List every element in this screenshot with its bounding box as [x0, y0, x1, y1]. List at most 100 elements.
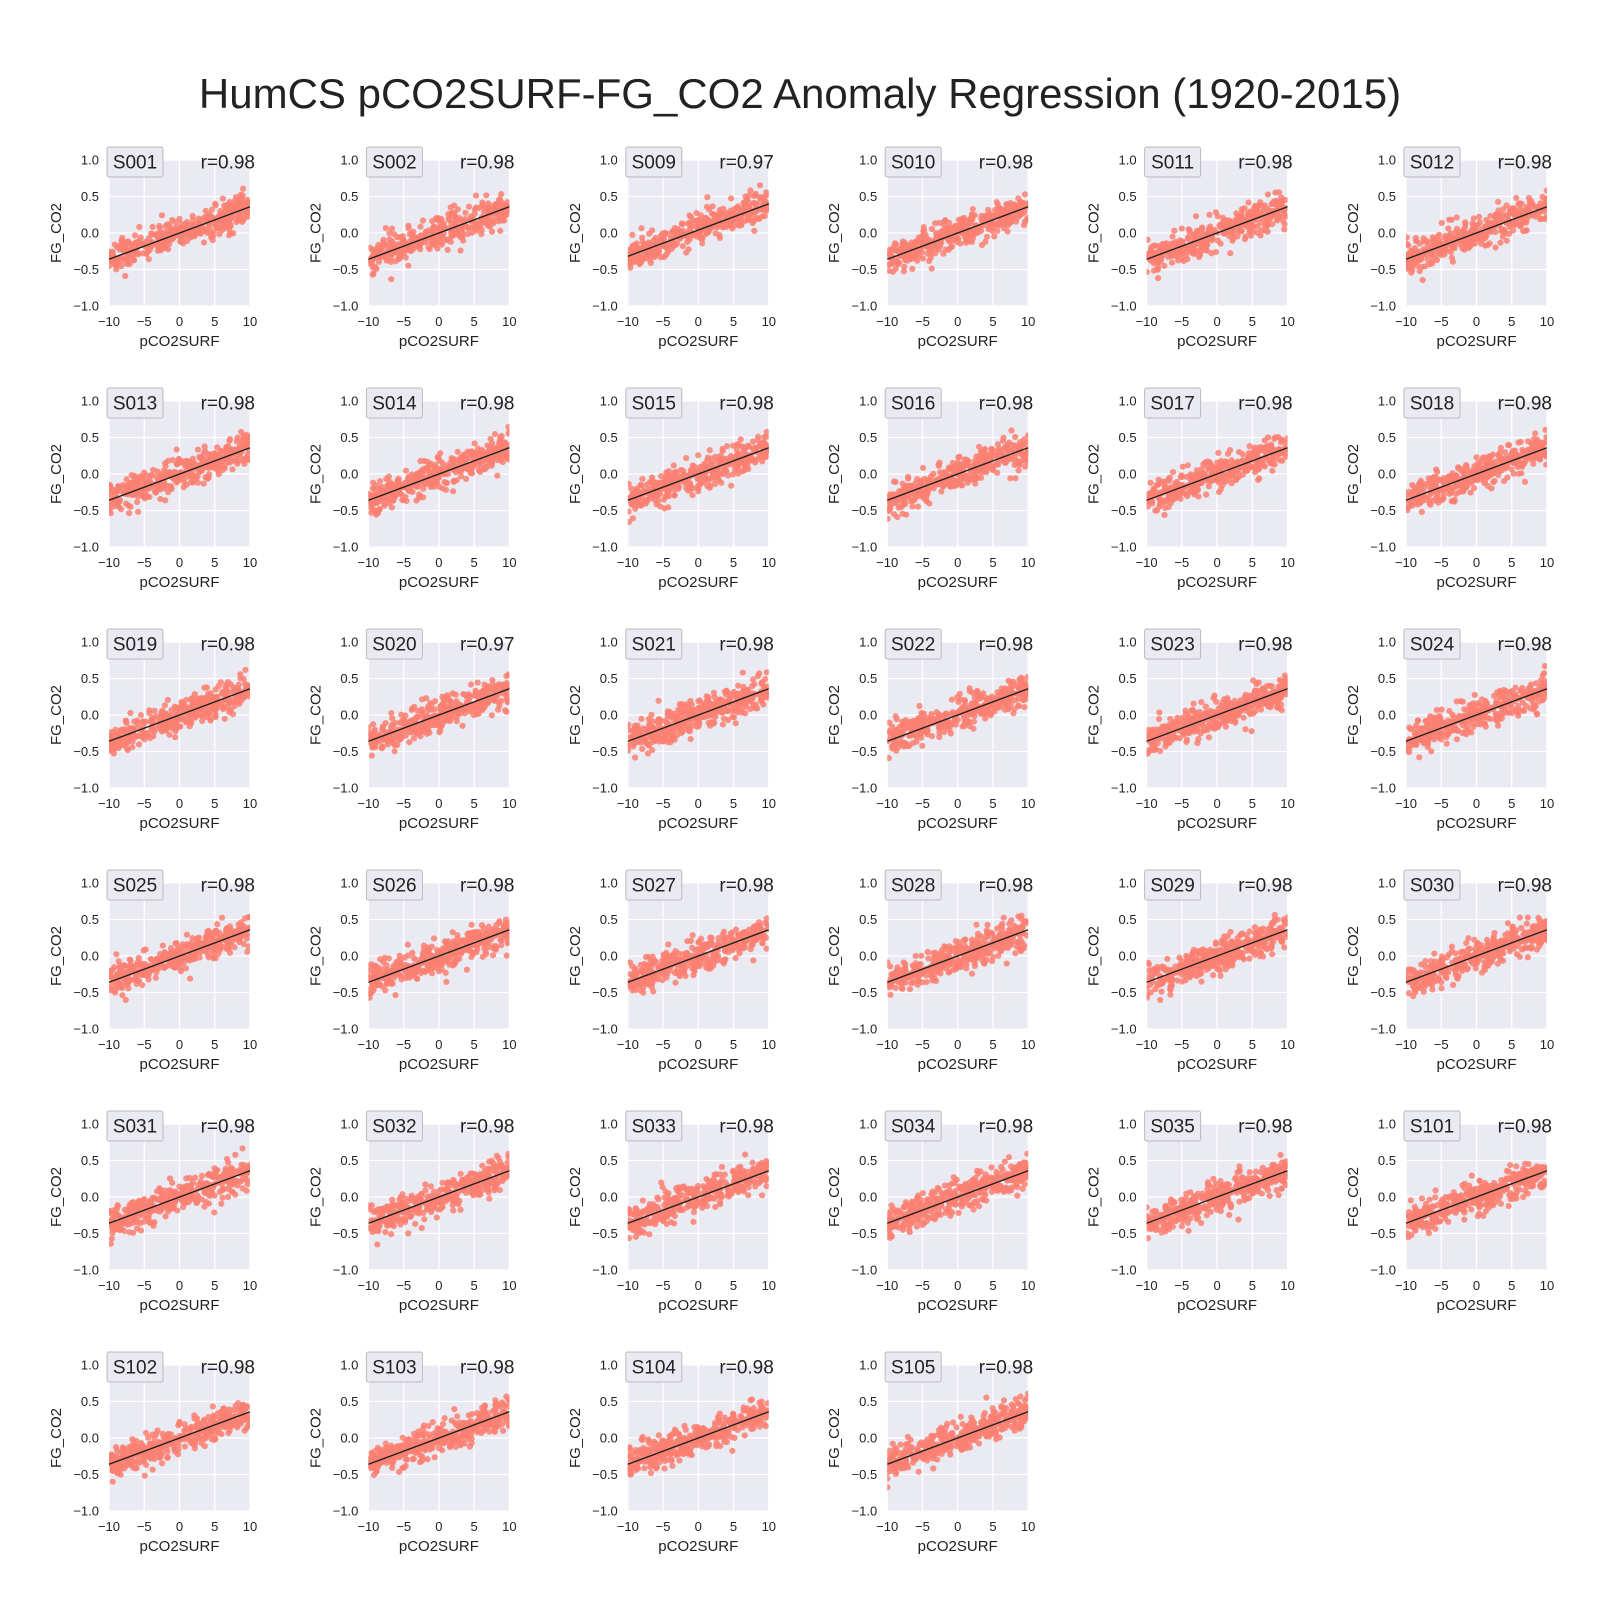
scatter-point — [496, 196, 503, 203]
scatter-point — [1016, 459, 1023, 467]
panel-s015: −10 −5 0 5 10−1.0−0.50.00.51.0pCO2SURFFG_CO2… — [567, 387, 776, 591]
scatter-point — [199, 227, 206, 234]
x-tick-label: 0 — [954, 314, 961, 329]
panel-label-box — [625, 387, 683, 419]
scatter-point — [131, 232, 139, 239]
y-tick-label: 0.5 — [1119, 189, 1137, 204]
scatter-point — [749, 438, 757, 445]
scatter-point — [480, 465, 487, 473]
regression-line — [109, 447, 250, 501]
x-tick-label: 5 — [471, 555, 478, 570]
scatter-point — [464, 230, 471, 238]
scatter-point — [119, 481, 126, 489]
scatter-point — [973, 469, 980, 476]
scatter-point — [1186, 229, 1193, 236]
scatter-point — [1513, 194, 1520, 202]
correlation-label: r=0.97 — [719, 153, 773, 174]
scatter-point — [694, 218, 701, 225]
y-tick-label: 0.5 — [600, 189, 618, 204]
y-axis-label: FG_CO2 — [307, 444, 324, 504]
scatter-point — [687, 213, 695, 221]
scatter-point — [1528, 440, 1536, 447]
scatter-point — [723, 443, 731, 450]
scatter-point — [209, 462, 216, 469]
scatter-point — [239, 437, 246, 444]
scatter-point — [1012, 433, 1019, 441]
scatter-point — [1433, 256, 1441, 264]
scatter-point — [1178, 472, 1185, 479]
scatter-point — [932, 220, 939, 227]
y-tick-label: 0.5 — [81, 189, 99, 204]
scatter-point — [113, 502, 120, 509]
scatter-point — [717, 457, 724, 464]
scatter-point — [751, 227, 758, 235]
scatter-point — [675, 227, 683, 235]
regression-line — [887, 206, 1029, 260]
scatter-point — [1011, 454, 1019, 462]
y-tick-label: −0.5 — [333, 262, 359, 277]
scatter-point — [1490, 479, 1497, 486]
scatter-point — [993, 198, 1000, 206]
scatter-point — [1257, 202, 1265, 209]
scatter-point — [487, 435, 494, 443]
panel-label-box — [365, 387, 423, 419]
scatter-point — [995, 206, 1002, 213]
regression-line — [368, 206, 510, 260]
scatter-point — [1011, 461, 1018, 468]
scatter-point — [756, 215, 763, 223]
scatter-point — [162, 497, 169, 504]
correlation-label: r=0.98 — [1498, 394, 1552, 415]
scatter-point — [117, 506, 125, 513]
scatter-point — [670, 462, 677, 469]
regression-line — [1406, 206, 1547, 260]
scatter-point — [185, 221, 193, 228]
scatter-point — [1429, 249, 1436, 257]
scatter-point — [971, 212, 978, 219]
scatter-point — [1169, 469, 1177, 476]
y-tick-label: 0.5 — [859, 189, 877, 204]
scatter-point — [1486, 240, 1493, 247]
scatter-point — [109, 249, 116, 256]
scatter-point — [729, 210, 737, 217]
scatter-point — [962, 231, 969, 238]
scatter-point — [956, 453, 963, 460]
scatter-point — [974, 474, 981, 482]
scatter-point — [135, 250, 143, 257]
scatter-point — [957, 482, 965, 489]
scatter-points — [1406, 426, 1547, 515]
scatter-point — [376, 478, 384, 485]
scatter-point — [751, 200, 758, 207]
scatter-point — [1021, 191, 1029, 198]
y-tick-label: 0.0 — [1378, 467, 1396, 482]
y-tick-label: −0.5 — [852, 262, 878, 277]
scatter-point — [491, 430, 499, 438]
scatter-point — [713, 211, 721, 219]
scatter-point — [222, 220, 230, 227]
scatter-point — [200, 450, 207, 457]
scatter-point — [135, 508, 142, 515]
scatter-point — [639, 475, 646, 483]
scatter-point — [164, 221, 171, 228]
scatter-point — [1505, 441, 1513, 449]
y-tick-label: 0.0 — [600, 226, 618, 241]
scatter-point — [127, 503, 134, 510]
x-tick-label: 0 — [176, 314, 183, 329]
scatter-point — [1265, 434, 1272, 441]
scatter-point — [113, 486, 121, 494]
scatter-point — [664, 230, 671, 238]
scatter-point — [629, 515, 637, 522]
x-tick-label: 5 — [989, 555, 996, 570]
scatter-point — [1482, 462, 1489, 470]
scatter-point — [636, 260, 643, 268]
scatter-point — [186, 464, 193, 471]
scatter-point — [1273, 201, 1280, 209]
scatter-point — [637, 254, 644, 261]
y-axis-label: FG_CO2 — [307, 203, 324, 263]
scatter-point — [127, 480, 134, 487]
x-tick-label: −10 — [617, 555, 639, 570]
correlation-label: r=0.98 — [201, 153, 255, 174]
scatter-point — [472, 192, 480, 199]
scatter-point — [1251, 204, 1258, 212]
scatter-point — [204, 229, 211, 236]
scatter-point — [134, 475, 142, 482]
